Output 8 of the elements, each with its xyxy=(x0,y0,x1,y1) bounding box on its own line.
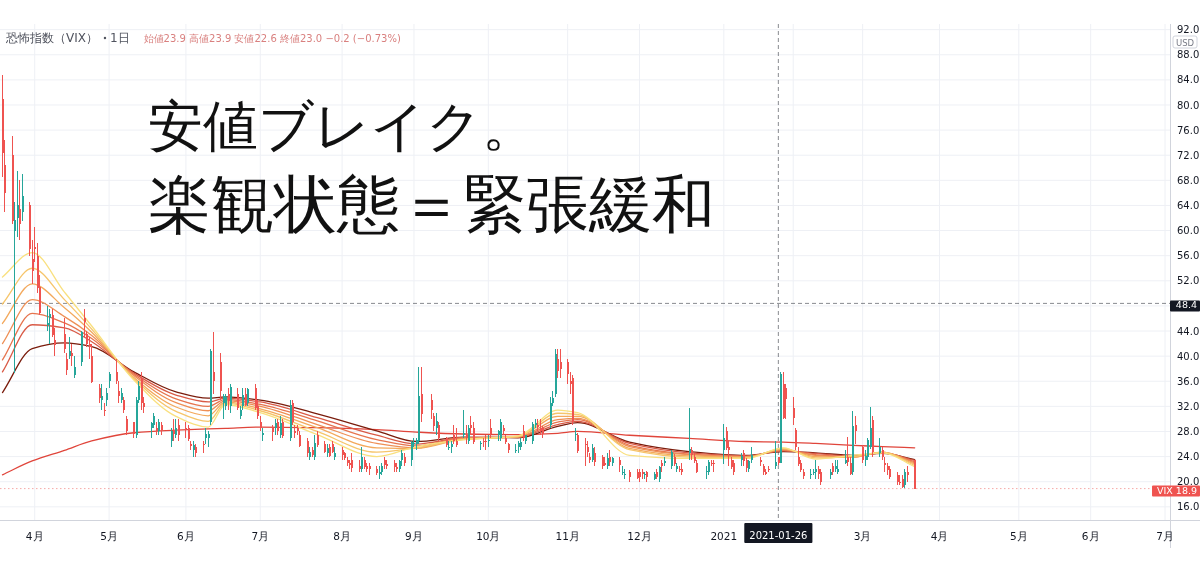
ref-line-label: 2021-01-26 xyxy=(749,529,808,541)
annotation: 始値23.9 高値23.9 安値22.6 終値23.0 −0.2 (−0.73%) xyxy=(143,33,401,44)
y-label: USD xyxy=(1172,35,1198,49)
annotation: 楽観状態＝緊張緩和 xyxy=(148,168,715,241)
ref-line-label: 48.4 xyxy=(1175,299,1197,311)
annotation: 安値ブレイク。 xyxy=(148,94,537,158)
subtitle: 1日 xyxy=(109,31,130,45)
title: 恐怖指数（VIX） xyxy=(6,31,98,45)
